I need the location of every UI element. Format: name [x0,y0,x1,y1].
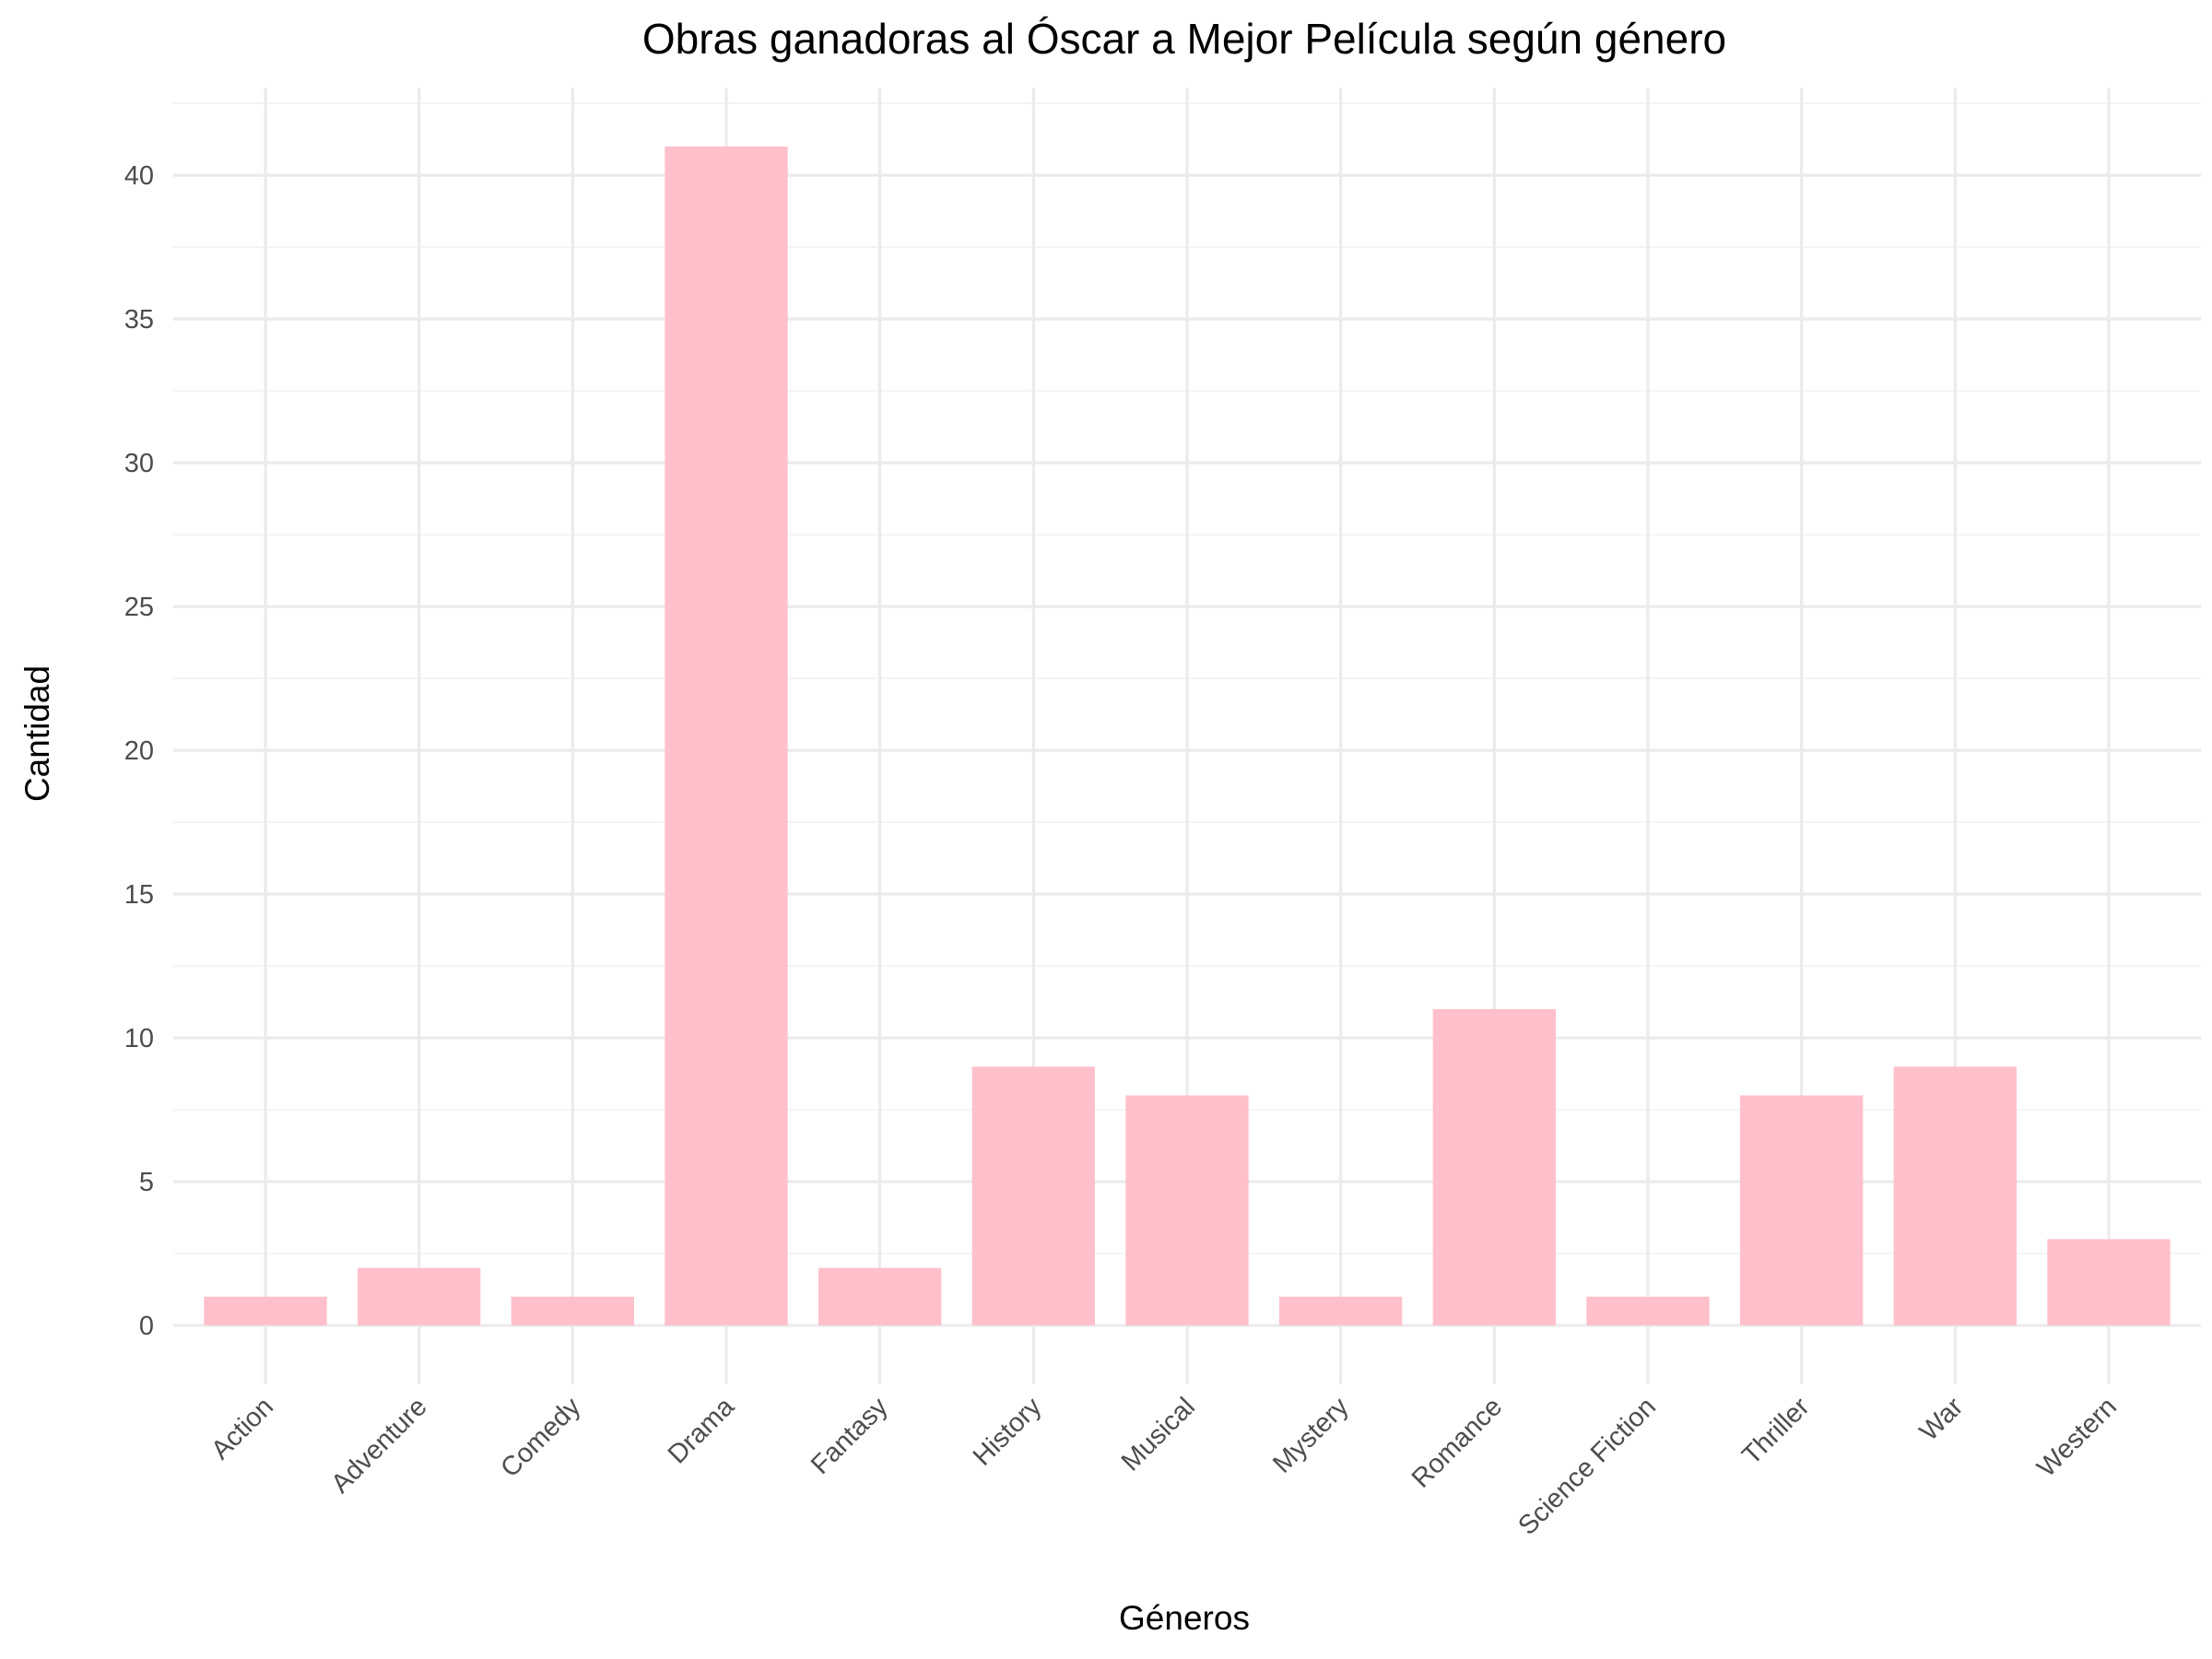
x-tick-label: Mystery [1267,1392,1355,1479]
bar-war [1893,1066,2017,1326]
bar-musical [1125,1095,1249,1326]
x-tick-label: Comedy [495,1392,586,1483]
bar-western [2047,1239,2171,1326]
y-tick-label: 5 [139,1168,154,1197]
x-tick-label: Action [206,1392,279,1465]
bar-romance [1432,1008,1556,1326]
bars [204,146,2171,1326]
x-tick-label: Western [2031,1392,2123,1483]
x-tick-label: Romance [1406,1392,1508,1493]
bar-thriller [1740,1095,1864,1326]
bar-action [204,1296,327,1326]
bar-science-fiction [1586,1296,1710,1326]
x-tick-labels: Action Adventure Comedy Drama Fantasy History… [206,1392,2123,1541]
y-tick-label: 25 [124,593,154,622]
y-tick-label: 20 [124,736,154,766]
y-tick-labels: 0 5 10 15 20 25 30 35 40 [124,161,154,1341]
y-tick-label: 15 [124,880,154,910]
x-tick-label: Fantasy [806,1392,894,1480]
y-axis-title: Cantidad [18,665,56,802]
y-tick-label: 10 [124,1024,154,1053]
x-tick-label: Adventure [326,1392,433,1499]
bar-mystery [1279,1296,1403,1326]
bar-comedy [511,1296,634,1326]
bar-drama [665,146,788,1326]
x-axis-title: Géneros [1119,1599,1250,1637]
chart-title: Obras ganadoras al Óscar a Mejor Películ… [642,15,1726,63]
x-tick-label: History [968,1392,1048,1472]
bar-adventure [358,1267,481,1326]
y-tick-label: 35 [124,305,154,335]
y-tick-label: 40 [124,161,154,191]
y-tick-label: 0 [139,1312,154,1341]
bar-fantasy [818,1267,942,1326]
x-tick-label: Musical [1116,1392,1201,1477]
x-tick-label: Drama [663,1392,741,1470]
bar-history [971,1066,1095,1326]
x-tick-label: Science Fiction [1512,1392,1662,1541]
x-tick-label: War [1914,1392,1970,1447]
x-tick-label: Thriller [1736,1392,1816,1471]
y-tick-label: 30 [124,449,154,478]
